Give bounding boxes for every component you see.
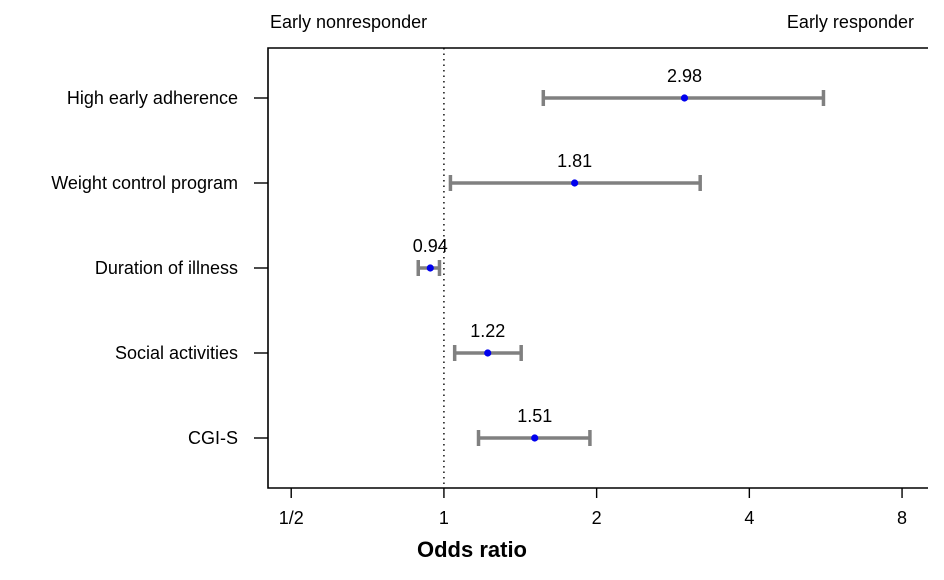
- plot-frame: [267, 47, 928, 489]
- odds-ratio-label: 1.51: [517, 406, 552, 426]
- odds-ratio-point: [484, 349, 492, 357]
- row-label: High early adherence: [67, 88, 238, 108]
- side-label-left: Early nonresponder: [270, 12, 428, 32]
- x-tick-label: 8: [897, 508, 907, 528]
- row-label: Social activities: [115, 343, 238, 363]
- row-label: Duration of illness: [95, 258, 238, 278]
- odds-ratio-point: [571, 179, 579, 187]
- row-label: Weight control program: [51, 173, 238, 193]
- odds-ratio-label: 2.98: [667, 66, 702, 86]
- odds-ratio-label: 1.22: [470, 321, 505, 341]
- x-tick-label: 1/2: [279, 508, 304, 528]
- side-label-right: Early responder: [786, 12, 914, 32]
- x-axis-title: Odds ratio: [416, 537, 527, 562]
- odds-ratio-label: 0.94: [413, 236, 448, 256]
- odds-ratio-point: [680, 94, 689, 102]
- odds-ratio-point: [531, 434, 539, 442]
- x-tick-label: 4: [744, 508, 754, 528]
- x-tick-label: 1: [439, 508, 449, 528]
- row-label: CGI-S: [188, 428, 238, 448]
- odds-ratio-point: [426, 264, 434, 272]
- odds-ratio-label: 1.81: [557, 151, 592, 171]
- x-tick-label: 2: [592, 508, 602, 528]
